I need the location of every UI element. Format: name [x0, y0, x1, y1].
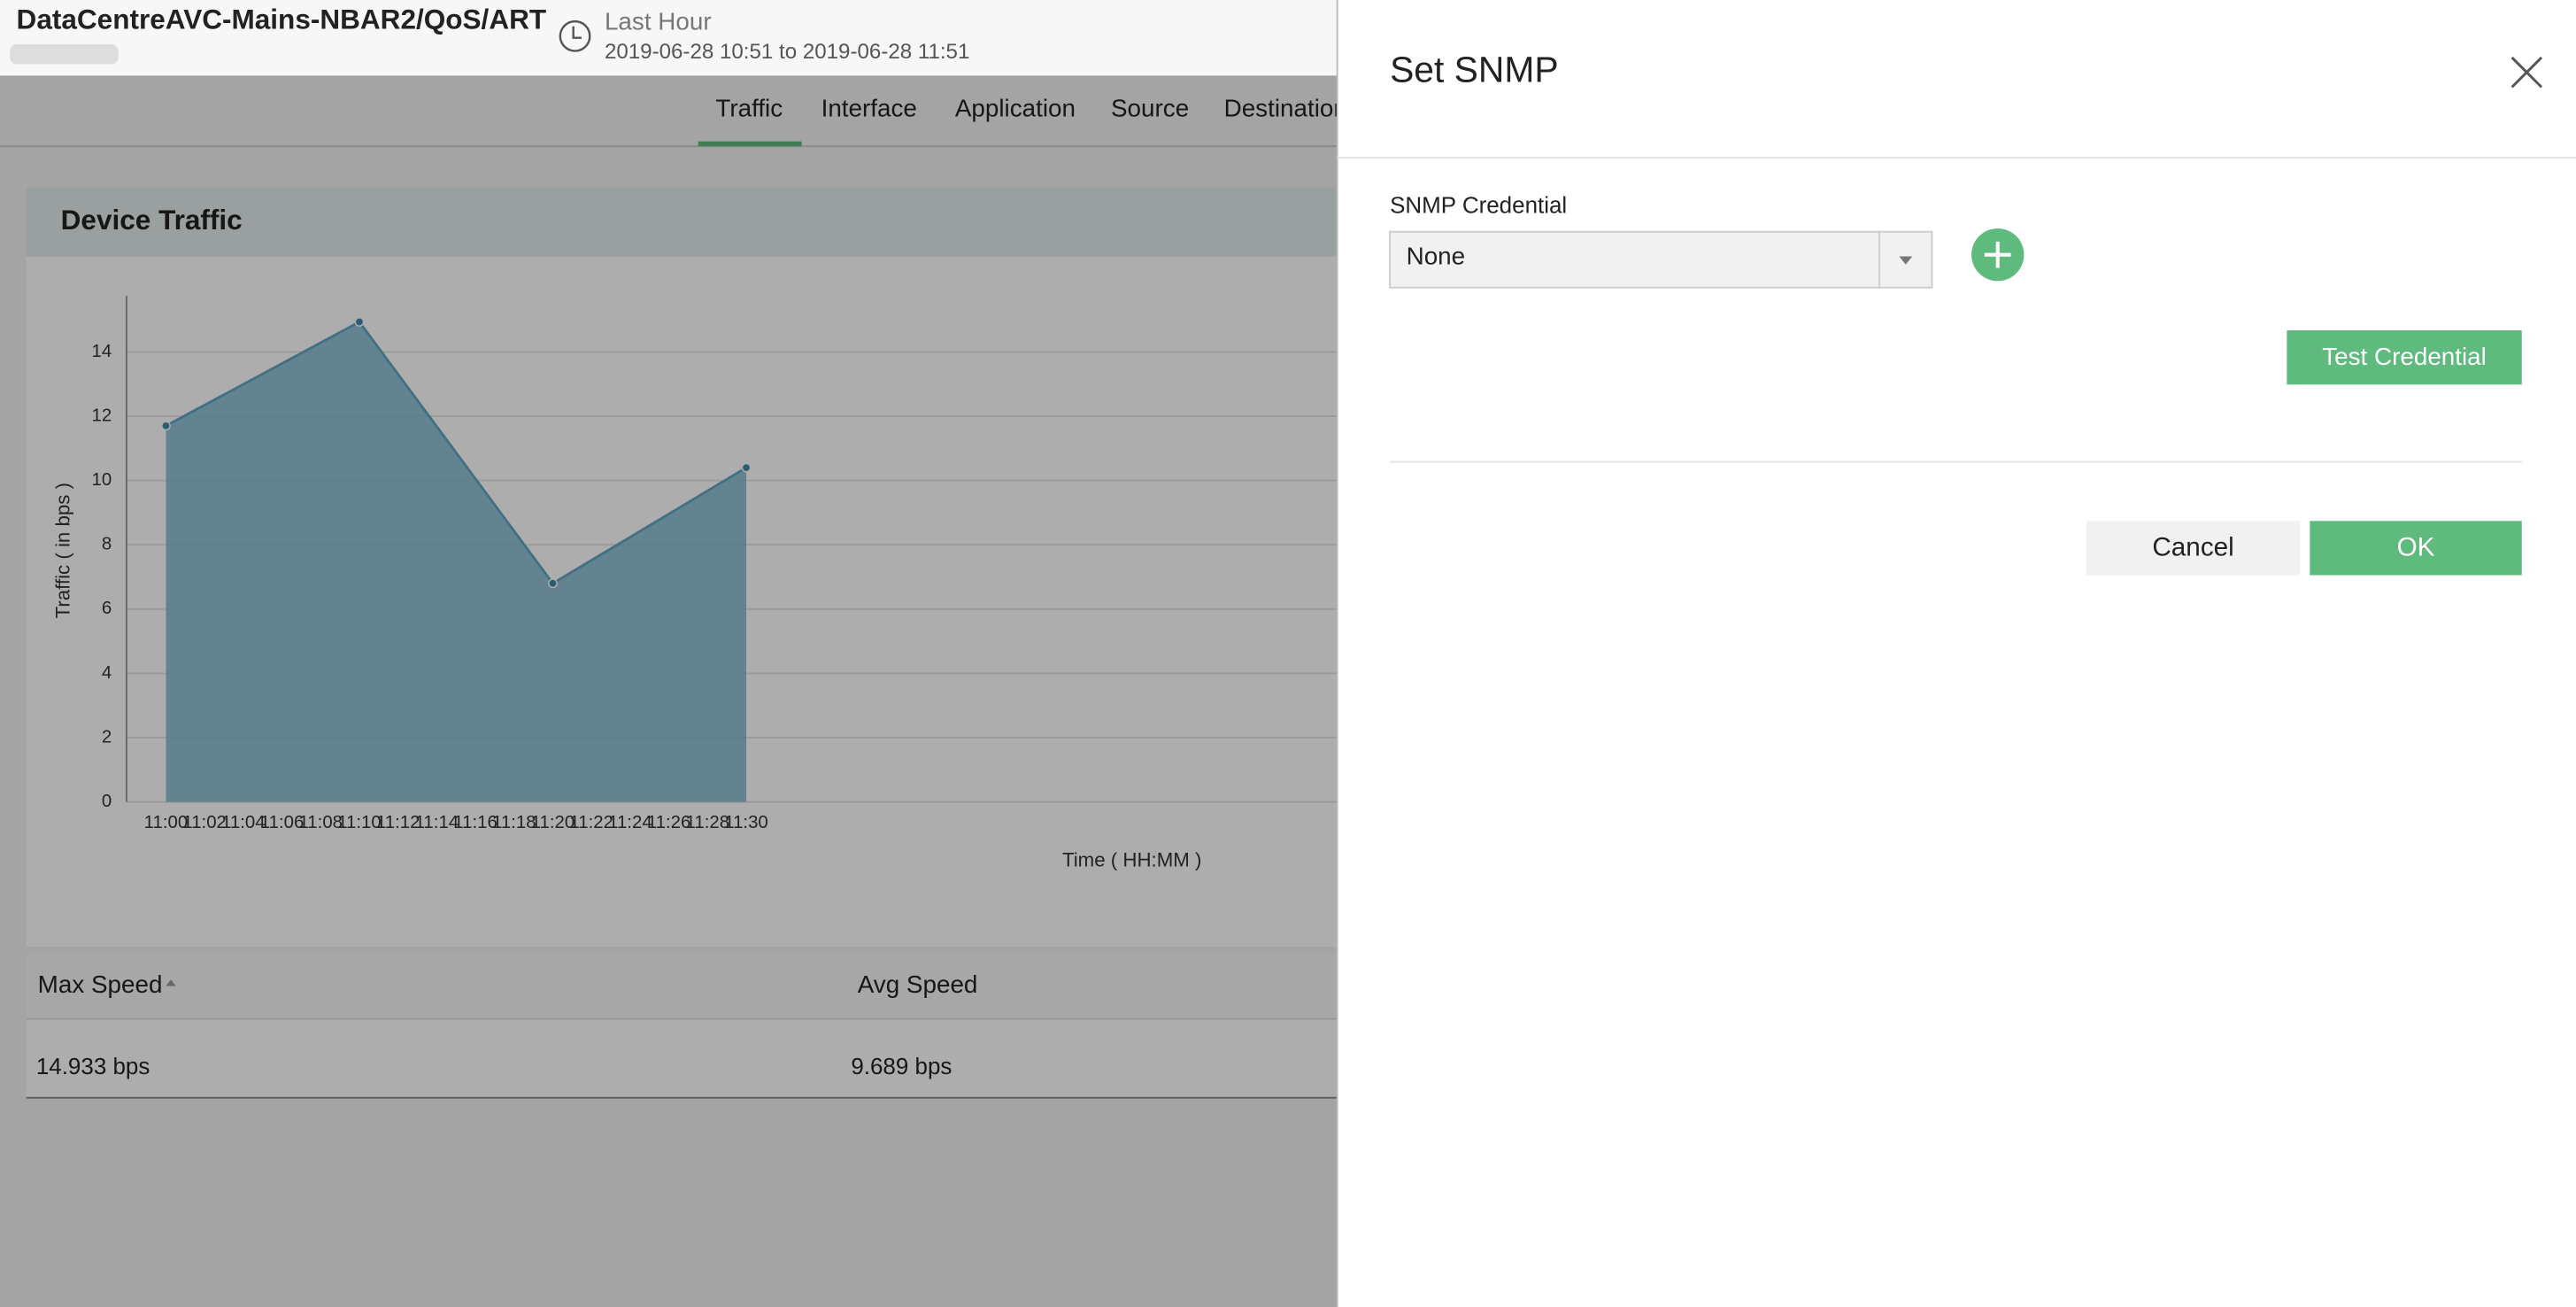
time-range-label[interactable]: Last Hour [605, 7, 712, 35]
clock-icon [559, 19, 591, 52]
line [165, 320, 747, 585]
close-button[interactable] [2510, 56, 2543, 89]
ok-button[interactable] [2310, 521, 2522, 576]
x-tick-label: 11:00 [144, 813, 189, 832]
data-point[interactable] [354, 317, 365, 327]
x-tick-label: 11:10 [337, 813, 382, 832]
panel-title: Device Traffic [61, 204, 243, 236]
tab[interactable]: Traffic [715, 95, 783, 122]
y-tick-label: 2 [102, 727, 112, 746]
x-tick-label: 11:28 [686, 813, 730, 832]
y-tick-label: 12 [91, 406, 112, 425]
test-credential-button[interactable] [2287, 330, 2522, 385]
y-tick-label: 10 [91, 470, 112, 490]
x-tick-label: 11:12 [376, 813, 420, 832]
clock-hands [572, 26, 582, 39]
tab[interactable]: Destination [1224, 95, 1347, 122]
y-axis-label: Traffic ( in bps ) [51, 483, 73, 618]
x-tick-label: 11:30 [724, 813, 768, 832]
data-point[interactable] [161, 421, 171, 431]
y-tick-label: 8 [102, 535, 112, 554]
credential-select[interactable] [1389, 230, 1933, 289]
field-label: SNMP Credential [1390, 192, 1567, 219]
area [166, 321, 747, 802]
column-header[interactable]: Avg Speed [858, 971, 978, 998]
column-header[interactable]: Max Speed [38, 971, 163, 998]
tab[interactable]: Source [1111, 95, 1189, 122]
y-tick-label: 6 [102, 599, 112, 618]
x-tick-label: 11:18 [492, 813, 536, 832]
x-axis-label: Time ( HH:MM ) [1062, 848, 1201, 870]
table-cell: 14.933 bps [36, 1053, 150, 1079]
x-tick-label: 11:06 [260, 813, 305, 832]
cancel-button[interactable] [2086, 521, 2301, 576]
selected-value: None [1407, 243, 1466, 270]
tab[interactable]: Application [955, 95, 1076, 122]
x-tick-label: 11:22 [569, 813, 613, 832]
button-label: Test Credential [2322, 343, 2487, 370]
x-tick-label: 11:26 [647, 813, 691, 832]
x-tick-label: 11:20 [531, 813, 575, 832]
data-point[interactable] [741, 462, 752, 473]
button-label: Cancel [2152, 533, 2233, 562]
x-tick-label: 11:04 [221, 813, 266, 832]
y-tick-label: 0 [102, 792, 112, 811]
x-tick-label: 11:08 [298, 813, 343, 832]
blurred-subtitle [10, 44, 119, 65]
plus-icon [1984, 241, 2011, 268]
dropdown-arrow[interactable] [1899, 256, 1913, 265]
data-point[interactable] [548, 578, 558, 589]
table-cell: 9.689 bps [851, 1053, 952, 1079]
y-tick-label: 14 [91, 342, 112, 361]
tab[interactable]: Interface [821, 95, 917, 122]
x-tick-label: 11:24 [608, 813, 652, 832]
x-tick-label: 11:02 [182, 813, 227, 832]
y-tick-label: 4 [102, 663, 112, 683]
dialog [1337, 0, 2576, 1307]
dialog-title: Set SNMP [1390, 49, 1559, 89]
active-tab-indicator [698, 141, 802, 147]
x-tick-label: 11:16 [453, 813, 497, 832]
time-range: 2019-06-28 10:51 to 2019-06-28 11:51 [605, 40, 969, 64]
button-label: OK [2397, 533, 2435, 562]
sort-icon[interactable] [166, 979, 176, 986]
page-title: DataCentreAVC-Mains-NBAR2/QoS/ART [17, 3, 547, 35]
x-tick-label: 11:14 [415, 813, 459, 832]
